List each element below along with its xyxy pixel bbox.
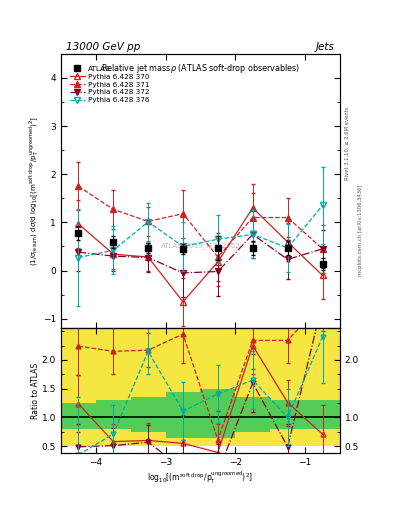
Text: Relative jet mass$\rho$ (ATLAS soft-drop observables): Relative jet mass$\rho$ (ATLAS soft-drop… [101, 62, 300, 75]
X-axis label: log$_{10}$[(m$^{\rm soft\ drop}$/p$_{\rm T}^{\rm ungroomed})^2$]: log$_{10}$[(m$^{\rm soft\ drop}$/p$_{\rm… [147, 470, 253, 486]
Text: mcplots.cern.ch [arXiv:1306.3436]: mcplots.cern.ch [arXiv:1306.3436] [358, 185, 363, 276]
Text: ATLAS_2019_I1772062: ATLAS_2019_I1772062 [161, 243, 240, 249]
Y-axis label: $(1/\sigma_{\rm resum})$ d$\sigma$/d log$_{10}$[(m$^{\rm soft\ drop}$/p$_{\rm T}: $(1/\sigma_{\rm resum})$ d$\sigma$/d log… [28, 116, 41, 266]
Text: Jets: Jets [316, 42, 334, 52]
Y-axis label: Ratio to ATLAS: Ratio to ATLAS [31, 362, 40, 419]
Text: Rivet 3.1.10; ≥ 2.6M events: Rivet 3.1.10; ≥ 2.6M events [345, 106, 350, 180]
Text: 13000 GeV pp: 13000 GeV pp [66, 42, 141, 52]
Legend: ATLAS, Pythia 6.428 370, Pythia 6.428 371, Pythia 6.428 372, Pythia 6.428 376: ATLAS, Pythia 6.428 370, Pythia 6.428 37… [67, 63, 152, 106]
